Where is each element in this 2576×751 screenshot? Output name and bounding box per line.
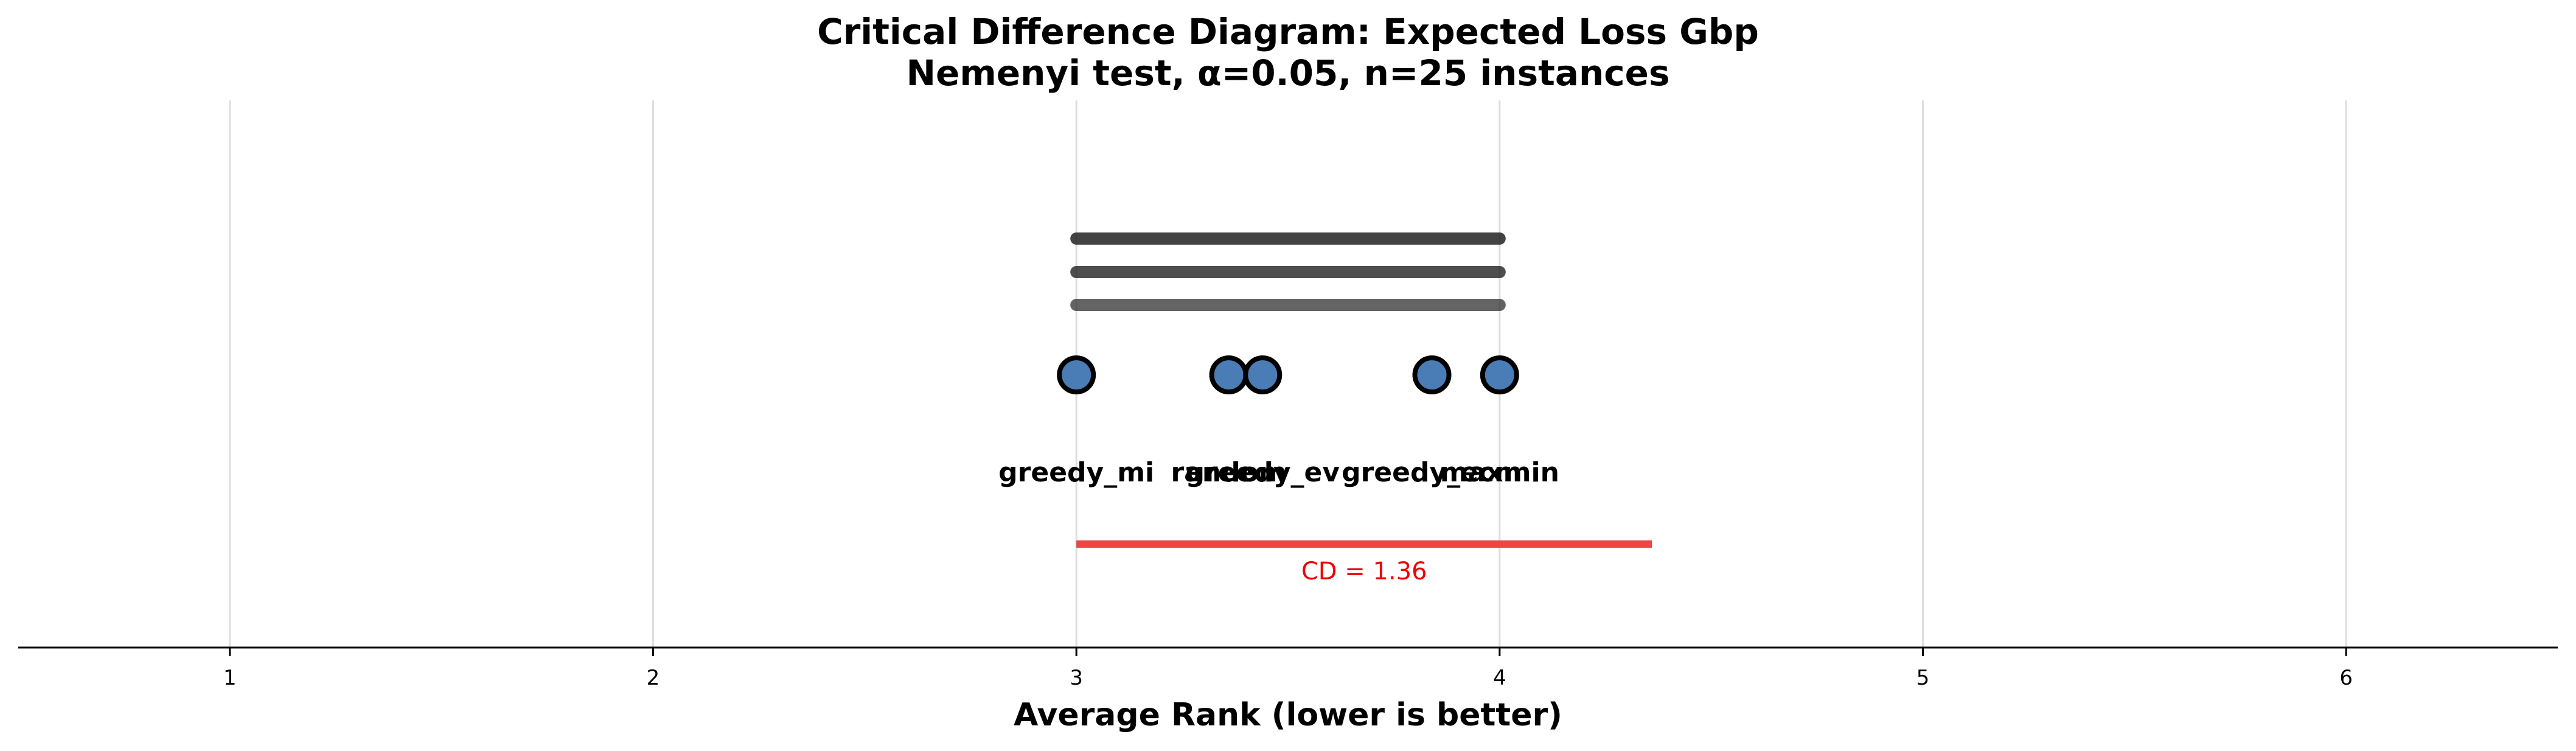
x-tick-label: 6 xyxy=(2339,666,2353,690)
x-axis-ticks: 1 2 3 4 5 6 xyxy=(223,648,2353,690)
rank-marker xyxy=(1209,355,1248,394)
x-tick-label: 2 xyxy=(647,666,660,690)
method-label: greedy_ev xyxy=(1185,457,1340,488)
x-axis-label: Average Rank (lower is better) xyxy=(1014,697,1562,733)
rank-marker xyxy=(1243,355,1283,394)
gridlines xyxy=(229,100,2347,648)
x-tick-label: 5 xyxy=(1916,666,1930,690)
x-tick-label: 1 xyxy=(223,666,237,690)
method-label: greedy_mi xyxy=(998,457,1154,488)
cd-label: CD = 1.36 xyxy=(1301,557,1427,585)
rank-marker xyxy=(1412,355,1452,394)
rank-marker xyxy=(1057,355,1096,394)
rank-markers xyxy=(1057,355,1519,394)
chart-subtitle: Nemenyi test, α=0.05, n=25 instances xyxy=(906,52,1669,94)
clique-bars xyxy=(1070,232,1506,311)
rank-marker xyxy=(1480,355,1519,394)
x-tick-label: 3 xyxy=(1070,666,1083,690)
method-label: random xyxy=(1171,457,1286,488)
method-label: maxmin xyxy=(1440,457,1559,488)
x-tick-label: 4 xyxy=(1493,666,1506,690)
chart-title: Critical Difference Diagram: Expected Lo… xyxy=(817,11,1759,52)
method-label: greedy_ecm xyxy=(1342,457,1522,488)
